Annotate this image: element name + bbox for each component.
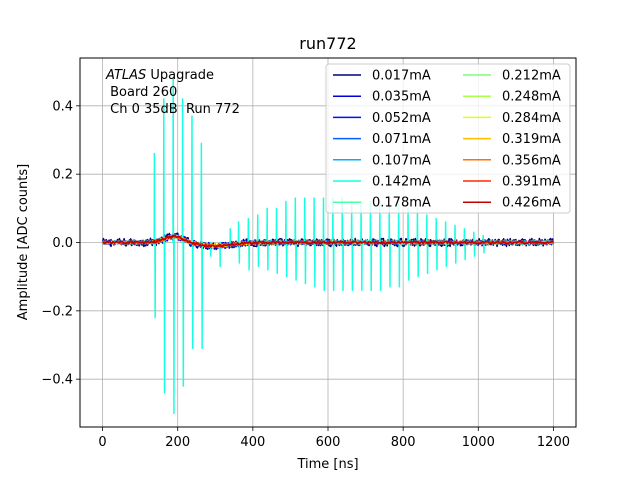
series-line xyxy=(101,233,555,250)
axis-ticks: 0 200 400 600 800 1000 1200 −0.4 −0.2 0.0 0.2 0.4 xyxy=(41,99,570,450)
legend-label: 0.212mA xyxy=(502,69,561,84)
atlas-annotation: ATLAS Upagrade Board 260 Ch 0 35dB Run 7… xyxy=(105,68,240,117)
y-tick-label: 0.4 xyxy=(52,99,73,114)
legend-label: 0.017mA xyxy=(372,69,431,84)
legend-label: 0.142mA xyxy=(372,175,431,190)
legend-label: 0.035mA xyxy=(372,90,431,105)
y-tick-label: 0.0 xyxy=(52,236,73,251)
legend: 0.017mA 0.035mA 0.052mA 0.071mA 0.107mA 0.142… xyxy=(325,63,571,214)
legend-label: 0.356mA xyxy=(502,153,561,168)
legend-label: 0.107mA xyxy=(372,153,431,168)
annotation-line-3: Ch 0 35dB Run 772 xyxy=(106,102,240,117)
x-tick-label: 600 xyxy=(316,435,341,450)
chart-title: run772 xyxy=(299,34,356,53)
legend-label: 0.284mA xyxy=(502,111,561,126)
annotation-line-2: Board 260 xyxy=(106,85,177,100)
annotation-upgrade: Upagrade xyxy=(146,68,214,83)
y-tick-label: 0.2 xyxy=(52,168,73,183)
legend-label: 0.426mA xyxy=(502,196,561,211)
x-tick-label: 800 xyxy=(391,435,416,450)
annotation-atlas: ATLAS xyxy=(105,68,146,83)
series-line xyxy=(102,234,554,248)
legend-label: 0.248mA xyxy=(502,90,561,105)
legend-label: 0.071mA xyxy=(372,132,431,147)
legend-label: 0.178mA xyxy=(372,196,431,211)
x-tick-label: 400 xyxy=(240,435,265,450)
x-tick-label: 200 xyxy=(165,435,190,450)
y-axis-title: Amplitude [ADC counts] xyxy=(16,164,31,320)
y-tick-label: −0.2 xyxy=(41,304,73,319)
x-tick-label: 0 xyxy=(98,435,106,450)
legend-box xyxy=(325,63,571,214)
y-tick-label: −0.4 xyxy=(41,373,73,388)
annotation-line-1: ATLAS Upagrade xyxy=(105,68,214,83)
legend-items: 0.017mA 0.035mA 0.052mA 0.071mA 0.107mA 0.142… xyxy=(333,69,561,211)
legend-label: 0.052mA xyxy=(372,111,431,126)
legend-label: 0.319mA xyxy=(502,132,561,147)
x-tick-label: 1200 xyxy=(537,435,570,450)
x-tick-label: 1000 xyxy=(462,435,495,450)
x-axis-title: Time [ns] xyxy=(296,457,358,472)
series-lines xyxy=(101,77,555,415)
legend-label: 0.391mA xyxy=(502,175,561,190)
